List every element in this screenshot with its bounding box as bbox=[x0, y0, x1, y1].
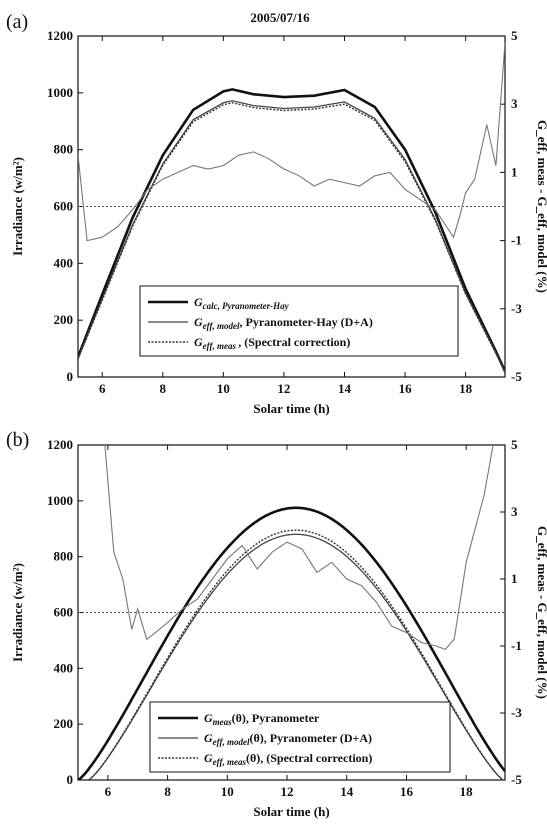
y-axis-title: Irradiance (w/m²) bbox=[10, 563, 25, 662]
y2-tick-label: 3 bbox=[511, 504, 518, 519]
x-tick-label: 6 bbox=[105, 784, 112, 799]
x-tick-label: 16 bbox=[399, 381, 413, 396]
y2-tick-label: 3 bbox=[511, 96, 518, 111]
series-line-legend-0 bbox=[78, 506, 505, 780]
y-tick-label: 600 bbox=[54, 199, 74, 214]
legend-entry: Geff, meas(θ), (Spectral correction) bbox=[204, 751, 372, 767]
x-tick-label: 6 bbox=[99, 381, 106, 396]
y2-tick-label: -5 bbox=[511, 369, 522, 384]
y2-tick-label: -3 bbox=[511, 301, 522, 316]
y-tick-label: 800 bbox=[54, 549, 74, 564]
y-tick-label: 800 bbox=[54, 142, 74, 157]
legend-entry: Gcalc, Pyranometer-Hay bbox=[194, 295, 290, 311]
legend-entry: Geff, model, Pyranometer-Hay (D+A) bbox=[194, 315, 373, 331]
y2-tick-label: 1 bbox=[511, 571, 518, 586]
x-tick-label: 8 bbox=[164, 784, 171, 799]
panel-label: (b) bbox=[6, 429, 29, 451]
legend-entry: Gmeas(θ), Pyranometer bbox=[204, 711, 320, 727]
y-tick-label: 1200 bbox=[47, 28, 73, 43]
series-line-difference bbox=[104, 445, 494, 651]
y-tick-label: 600 bbox=[54, 605, 74, 620]
x-tick-label: 14 bbox=[340, 784, 354, 799]
y2-tick-label: -1 bbox=[511, 233, 522, 248]
legend-box bbox=[149, 701, 451, 773]
y2-axis-title: G_eff, meas - G_eff, model (%) bbox=[535, 526, 547, 699]
legend-entry: Geff, model(θ), Pyranometer (D+A) bbox=[204, 731, 372, 747]
y-tick-label: 0 bbox=[67, 369, 74, 384]
y-tick-label: 400 bbox=[54, 660, 74, 675]
series-line-legend-0 bbox=[78, 88, 505, 372]
series-line-legend-2 bbox=[88, 529, 503, 780]
x-tick-label: 10 bbox=[217, 381, 230, 396]
y-tick-label: 1000 bbox=[47, 493, 73, 508]
x-axis-title: Solar time (h) bbox=[253, 401, 329, 416]
y-tick-label: 1200 bbox=[47, 437, 73, 452]
panel-a: (a) 6 8 10 12 14 16 18 0 200 400 600 800 1000 1200 -5 -3… bbox=[6, 11, 547, 416]
x-tick-label: 8 bbox=[160, 381, 167, 396]
y-tick-label: 200 bbox=[54, 312, 74, 327]
y2-tick-label: -3 bbox=[511, 705, 522, 720]
series-line-legend-1 bbox=[88, 533, 503, 780]
y-tick-label: 200 bbox=[54, 716, 74, 731]
x-tick-label: 12 bbox=[277, 381, 290, 396]
y2-tick-label: 1 bbox=[511, 164, 518, 179]
x-tick-label: 16 bbox=[400, 784, 414, 799]
y2-tick-label: 5 bbox=[511, 28, 518, 43]
y-tick-label: 400 bbox=[54, 255, 74, 270]
legend-box bbox=[139, 285, 459, 357]
x-tick-label: 12 bbox=[281, 784, 294, 799]
x-tick-label: 18 bbox=[459, 381, 473, 396]
panel-label: (a) bbox=[6, 11, 28, 33]
x-tick-label: 18 bbox=[460, 784, 474, 799]
x-tick-label: 14 bbox=[338, 381, 352, 396]
date-title: 2005/07/16 bbox=[250, 10, 310, 25]
y-tick-label: 1000 bbox=[47, 85, 73, 100]
panel-b: (b) 6 8 10 12 14 16 18 0 200 400 600 800 1000 1200 -5 -3… bbox=[6, 429, 547, 819]
y2-tick-label: 5 bbox=[511, 437, 518, 452]
y-tick-label: 0 bbox=[67, 772, 74, 787]
y2-axis-title: G_eff, meas - G_eff, model (%) bbox=[535, 120, 547, 293]
legend-entry: Geff, meas , (Spectral correction) bbox=[194, 335, 350, 351]
y2-tick-label: -1 bbox=[511, 638, 522, 653]
series-line-legend-2 bbox=[78, 102, 505, 373]
y-axis-title: Irradiance (w/m²) bbox=[10, 157, 25, 256]
x-axis-title: Solar time (h) bbox=[253, 804, 329, 819]
series-line-difference bbox=[78, 42, 505, 242]
y2-tick-label: -5 bbox=[511, 772, 522, 787]
x-tick-label: 10 bbox=[221, 784, 234, 799]
